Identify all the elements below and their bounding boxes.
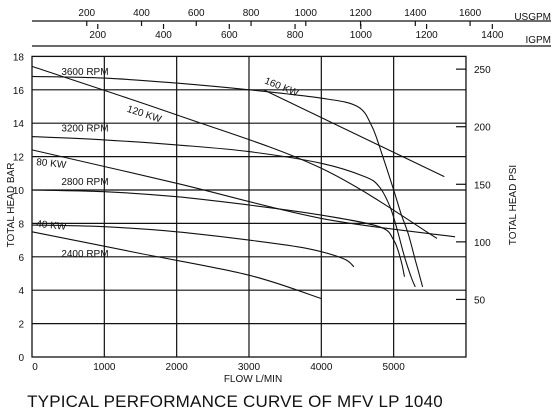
x-tick-label: 1000 (93, 362, 116, 373)
usgpm-axis-label: USGPM (514, 12, 551, 23)
curve-160-kw (263, 89, 445, 178)
curves (31, 65, 456, 300)
igpm-tick-label: 800 (287, 30, 304, 41)
curve-3600-rpm (31, 75, 424, 288)
curve-label-40-kw: 40 KW (36, 219, 68, 233)
y-axis-right-label: TOTAL HEAD PSI (508, 165, 519, 245)
curve-80-kw (31, 149, 456, 238)
curve-2400-rpm (31, 224, 355, 268)
x-tick-label: 2000 (166, 362, 189, 373)
curve-label-3200-rpm: 3200 RPM (61, 124, 108, 135)
usgpm-tick-label: 600 (188, 8, 205, 19)
igpm-axis-label: IGPM (525, 35, 551, 46)
usgpm-tick-label: 1400 (404, 8, 427, 19)
curve-label-2400-rpm: 2400 RPM (61, 249, 108, 260)
y-right-tick-label: 50 (474, 295, 486, 306)
usgpm-tick-label: 1000 (295, 8, 318, 19)
usgpm-tick-label: 1200 (349, 8, 372, 19)
y-left-tick-label: 2 (18, 320, 24, 331)
curve-label-120-kw: 120 KW (125, 104, 163, 126)
chart-title: TYPICAL PERFORMANCE CURVE OF MFV LP 1040 (27, 392, 443, 411)
y-left-tick-label: 12 (13, 153, 25, 164)
x-tick-label: 4000 (310, 362, 333, 373)
y-left-tick-label: 8 (18, 219, 24, 230)
y-right-tick-label: 250 (474, 65, 491, 76)
curve-120-kw (31, 65, 438, 239)
curve-label-2800-rpm: 2800 RPM (61, 177, 108, 188)
curve-3200-rpm (31, 136, 416, 288)
igpm-tick-label: 1200 (415, 30, 438, 41)
x-tick-label: 0 (32, 362, 38, 373)
y-left-tick-label: 16 (13, 86, 25, 97)
y-left-tick-label: 4 (18, 286, 24, 297)
curve-40-kw (31, 231, 322, 300)
curve-label-3600-rpm: 3600 RPM (61, 67, 108, 78)
y-left-tick-label: 10 (13, 186, 25, 197)
y-right-tick-label: 100 (474, 238, 491, 249)
x-tick-label: 3000 (238, 362, 261, 373)
plot-frame (31, 55, 467, 358)
y-left-tick-label: 14 (13, 119, 25, 130)
x-tick-label: 5000 (383, 362, 406, 373)
usgpm-tick-label: 400 (133, 8, 150, 19)
y-right-tick-label: 200 (474, 123, 491, 134)
igpm-tick-label: 600 (221, 30, 238, 41)
plot-frame-rect (31, 55, 467, 358)
y-left-tick-label: 0 (18, 353, 24, 364)
y-axis-left-label: TOTAL HEAD BAR (6, 163, 17, 248)
usgpm-tick-label: 1600 (459, 8, 482, 19)
axis-ticks: 0 1000 2000 3000 4000 5000 0 2 4 6 8 10 12 14 16 18 50 10… (13, 52, 491, 373)
igpm-tick-label: 400 (155, 30, 172, 41)
y-right-tick-label: 150 (474, 180, 491, 191)
top-axes: 200 400 600 800 1000 1200 1400 1600 200 400 600 800… (32, 8, 551, 47)
curve-label-80-kw: 80 KW (36, 157, 68, 171)
igpm-tick-label: 200 (89, 30, 106, 41)
igpm-tick-label: 1400 (481, 30, 504, 41)
x-axis-label: FLOW L/MIN (224, 374, 282, 385)
curve-2800-rpm (31, 189, 406, 277)
grid (32, 56, 466, 357)
usgpm-tick-label: 800 (243, 8, 260, 19)
usgpm-tick-label: 200 (78, 8, 95, 19)
igpm-tick-label: 1000 (350, 30, 373, 41)
y-left-tick-label: 18 (13, 52, 25, 63)
y-left-tick-label: 6 (18, 253, 24, 264)
curve-label-160-kw: 160 KW (263, 76, 301, 100)
